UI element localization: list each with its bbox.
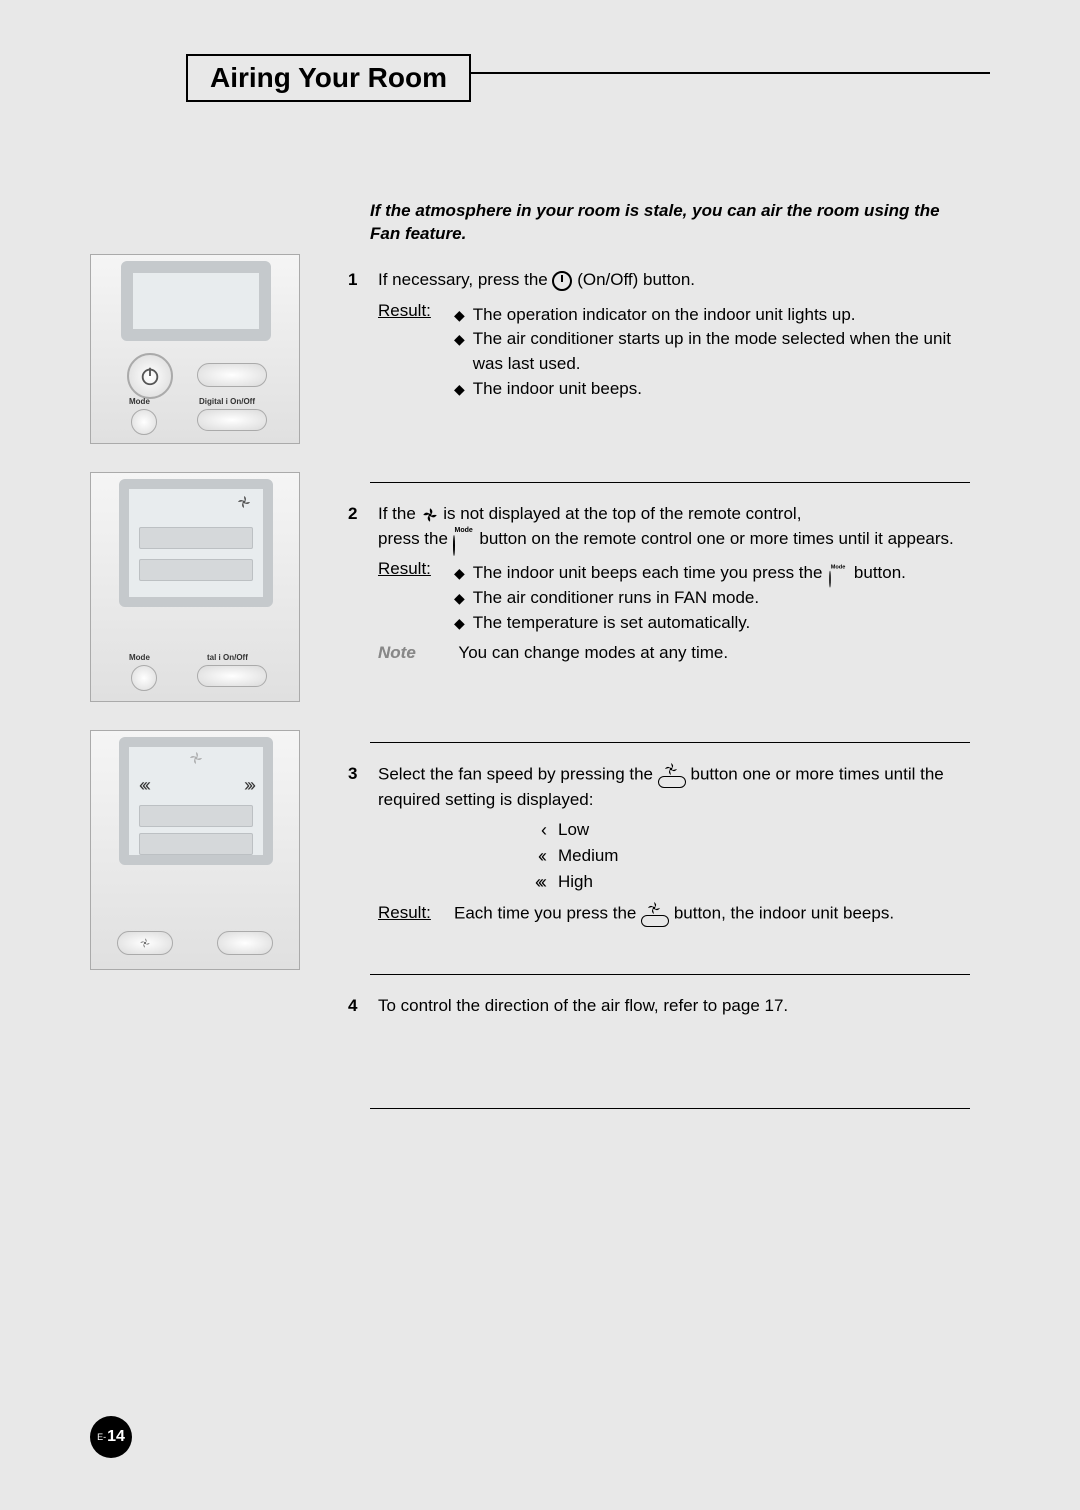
- list-item: ◆The temperature is set automatically.: [454, 611, 970, 636]
- digital-oval-button: [197, 665, 267, 687]
- mode-button-inline-icon: Mode: [453, 527, 475, 551]
- list-item: ◆The air conditioner starts up in the mo…: [454, 327, 970, 376]
- lcd-screen: [121, 261, 271, 341]
- list-item: ◆ The indoor unit beeps each time you pr…: [454, 561, 970, 586]
- step-2-note: Note You can change modes at any time.: [378, 641, 970, 666]
- result-label: Result:: [378, 903, 431, 922]
- fan-icon: [187, 749, 205, 767]
- step-4: 4 To control the direction of the air fl…: [370, 994, 970, 1019]
- lcd-bar: [139, 527, 253, 549]
- mode-button-icon: [131, 409, 157, 435]
- step-2-result: Result: ◆ The indoor unit beeps each tim…: [378, 557, 970, 635]
- lcd-screen: ‹‹‹ ›››: [119, 737, 273, 865]
- manual-page: Airing Your Room If the atmosphere in yo…: [0, 0, 1080, 1510]
- fan-speed-button-inline-icon: [641, 901, 669, 927]
- speed-label: Medium: [558, 843, 618, 869]
- mode-label: Mode: [129, 653, 150, 662]
- speed-label: Low: [558, 817, 589, 843]
- lcd-bar: [139, 559, 253, 581]
- fan-icon: [235, 493, 253, 511]
- speed-icon-medium: ‹‹: [508, 843, 544, 869]
- divider: [370, 974, 970, 975]
- speed-label: High: [558, 869, 593, 895]
- note-label: Note: [378, 641, 454, 666]
- result-label: Result:: [378, 301, 431, 320]
- power-button-icon: [127, 353, 173, 399]
- step-number: 4: [348, 994, 357, 1019]
- speed-row-high: ‹‹‹ High: [508, 869, 970, 895]
- step-1-result: Result: ◆The operation indicator on the …: [378, 299, 970, 402]
- fan-speed-button-icon: [117, 931, 173, 955]
- digital-oval-button: [197, 409, 267, 431]
- remote-illustration-3: ‹‹‹ ›››: [90, 730, 300, 970]
- temp-oval-button: [197, 363, 267, 387]
- swing-button-icon: [217, 931, 273, 955]
- title-rule: [390, 72, 990, 74]
- divider: [370, 1108, 970, 1109]
- page-title: Airing Your Room: [210, 62, 447, 94]
- speed-arrows-right: ›››: [244, 775, 253, 796]
- intro-text: If the atmosphere in your room is stale,…: [370, 200, 970, 246]
- mode-button-inline-icon: Mode: [829, 564, 847, 583]
- step-1-line: If necessary, press the (On/Off) button.: [378, 268, 970, 293]
- step-number: 1: [348, 268, 357, 293]
- speed-icon-low: ‹: [508, 817, 544, 843]
- content-area: Airing Your Room If the atmosphere in yo…: [90, 50, 990, 1460]
- step-1: 1 If necessary, press the (On/Off) butto…: [370, 268, 970, 401]
- divider: [370, 742, 970, 743]
- lcd-bar: [139, 805, 253, 827]
- result-label: Result:: [378, 559, 431, 578]
- remote-illustration-1: Mode Digital i On/Off: [90, 254, 300, 444]
- step-2: 2 If the is not displayed at the top of …: [370, 502, 970, 666]
- speed-icon-high: ‹‹‹: [508, 869, 544, 895]
- digital-label-partial: tal i On/Off: [207, 653, 248, 662]
- step-2-line1: If the is not displayed at the top of th…: [378, 502, 970, 527]
- list-item: ◆The operation indicator on the indoor u…: [454, 303, 970, 328]
- step-2-line2: press the Mode button on the remote cont…: [378, 527, 970, 552]
- divider: [370, 482, 970, 483]
- step-4-text: To control the direction of the air flow…: [378, 996, 788, 1015]
- lcd-screen: [119, 479, 273, 607]
- lcd-bar: [139, 833, 253, 855]
- list-item: ◆The air conditioner runs in FAN mode.: [454, 586, 970, 611]
- fan-speed-button-inline-icon: [658, 762, 686, 788]
- step-number: 2: [348, 502, 357, 527]
- mode-button-icon: [131, 665, 157, 691]
- speed-table: ‹ Low ‹‹ Medium ‹‹‹ High: [508, 817, 970, 895]
- step-3-result: Result: Each time you press the button, …: [378, 901, 970, 927]
- step-3: 3 Select the fan speed by pressing the b…: [370, 762, 970, 927]
- speed-row-low: ‹ Low: [508, 817, 970, 843]
- list-item: ◆The indoor unit beeps.: [454, 377, 970, 402]
- remote-illustration-2: Mode tal i On/Off: [90, 472, 300, 702]
- step-number: 3: [348, 762, 357, 787]
- remote-illustrations: Mode Digital i On/Off Mode tal i On/Off …: [90, 254, 300, 998]
- step-3-line1: Select the fan speed by pressing the but…: [378, 762, 970, 813]
- digital-label: Digital i On/Off: [199, 397, 255, 406]
- page-number-badge: E-14: [90, 1416, 132, 1458]
- fan-icon: [421, 506, 439, 524]
- speed-arrows-left: ‹‹‹: [139, 775, 148, 796]
- title-box: Airing Your Room: [186, 54, 471, 102]
- mode-label: Mode: [129, 397, 150, 406]
- speed-row-medium: ‹‹ Medium: [508, 843, 970, 869]
- power-icon: [552, 271, 572, 291]
